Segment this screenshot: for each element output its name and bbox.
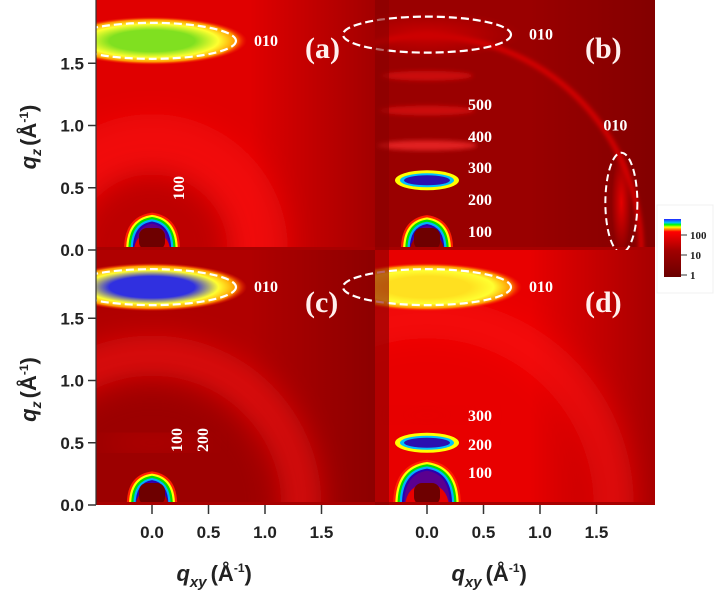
- panel-label-c: (c): [305, 286, 338, 319]
- panel-d: 010 100 200 300 (d): [341, 250, 655, 505]
- x-tick-label: 1.0: [528, 523, 552, 542]
- y-axis-label: qz(Å-1): [15, 105, 44, 170]
- peak-label: 100: [468, 465, 492, 482]
- peak-label: 300: [468, 408, 492, 425]
- detector-gap: [375, 250, 389, 505]
- peak-label: 100: [171, 176, 188, 200]
- peak-circle-010: [66, 21, 238, 60]
- peak-label: 200: [195, 428, 212, 452]
- x-tick-label: 0.0: [415, 523, 439, 542]
- peak-circle-010: [341, 15, 513, 54]
- panel-c: 010 100 200 (c): [66, 250, 375, 505]
- panel-label-a: (a): [305, 32, 340, 65]
- peak-label: 100: [169, 428, 186, 452]
- panel-a: 010 100 (a): [66, 0, 375, 250]
- y-tick-label: 1.0: [60, 372, 84, 391]
- colorbar-tick-label: 1: [690, 270, 696, 282]
- peak-300: [377, 140, 477, 151]
- colorbar: 1 10 100: [656, 204, 714, 294]
- x-tick-label: 0.5: [472, 523, 496, 542]
- y-tick-label: 0.0: [60, 496, 84, 515]
- peak-010: [96, 263, 247, 312]
- peak-300: [377, 410, 477, 421]
- scattering-ring: [375, 298, 634, 505]
- peak-400: [379, 105, 475, 116]
- beamstop: [414, 483, 440, 505]
- colorbar-tick-label: 100: [690, 230, 707, 242]
- peak-500: [381, 70, 473, 81]
- peak-label: 300: [468, 160, 492, 177]
- peak-label: 010: [254, 33, 278, 50]
- beamstop: [139, 228, 165, 250]
- panel-label-b: (b): [585, 32, 622, 65]
- peak-label: 010: [603, 118, 627, 135]
- detector-gap: [375, 0, 389, 250]
- peak-circle-010: [66, 268, 238, 307]
- panel-label-d: (d): [585, 286, 622, 319]
- x-tick-label: 0.0: [140, 523, 164, 542]
- panel-b: 010 010 100 200 300 400 500 (b): [341, 0, 655, 254]
- peak-010-inplane: [611, 152, 632, 250]
- peak-label: 010: [254, 279, 278, 296]
- peak-label: 400: [468, 129, 492, 146]
- peak-200: [404, 175, 450, 186]
- y-tick-label: 1.5: [60, 54, 84, 73]
- beamstop: [414, 228, 440, 250]
- peak-200: [100, 437, 204, 448]
- x-tick-label: 1.5: [310, 523, 334, 542]
- peak-010: [96, 16, 247, 65]
- peak-label: 500: [468, 97, 492, 114]
- y-tick-label: 0.5: [60, 434, 84, 453]
- scattering-ring: [96, 335, 322, 505]
- beamstop: [139, 483, 165, 505]
- colorbar-tick-label: 10: [690, 250, 702, 262]
- x-tick-label: 1.0: [253, 523, 277, 542]
- y-tick-label: 0.0: [60, 241, 84, 260]
- peak-circle-010: [341, 268, 513, 307]
- panels: 010 100 (a) 010 010 100 200 300 400 500 (b) 010 100 2…: [66, 0, 655, 505]
- y-tick-label: 0.5: [60, 179, 84, 198]
- peak-label: 200: [468, 192, 492, 209]
- peak-200: [404, 437, 450, 448]
- colorbar-gradient: [664, 219, 681, 277]
- peak-label: 200: [468, 437, 492, 454]
- peak-label: 010: [529, 279, 553, 296]
- peak-label: 100: [468, 224, 492, 241]
- axes: 0.0 0.5 1.0 1.5 qz(Å-1) 0.0 0.5 1.0 1.5 qz(Å-1) 0.…: [15, 0, 608, 591]
- x-axis-label: qxy (Å-1): [451, 560, 526, 591]
- scattering-ring: [96, 114, 288, 250]
- peak-label: 010: [529, 27, 553, 44]
- y-tick-label: 1.5: [60, 309, 84, 328]
- x-axis-label: qxy (Å-1): [176, 560, 251, 591]
- x-tick-label: 1.5: [585, 523, 609, 542]
- y-tick-label: 1.0: [60, 117, 84, 136]
- x-tick-label: 0.5: [197, 523, 221, 542]
- y-axis-label: qz(Å-1): [15, 357, 44, 422]
